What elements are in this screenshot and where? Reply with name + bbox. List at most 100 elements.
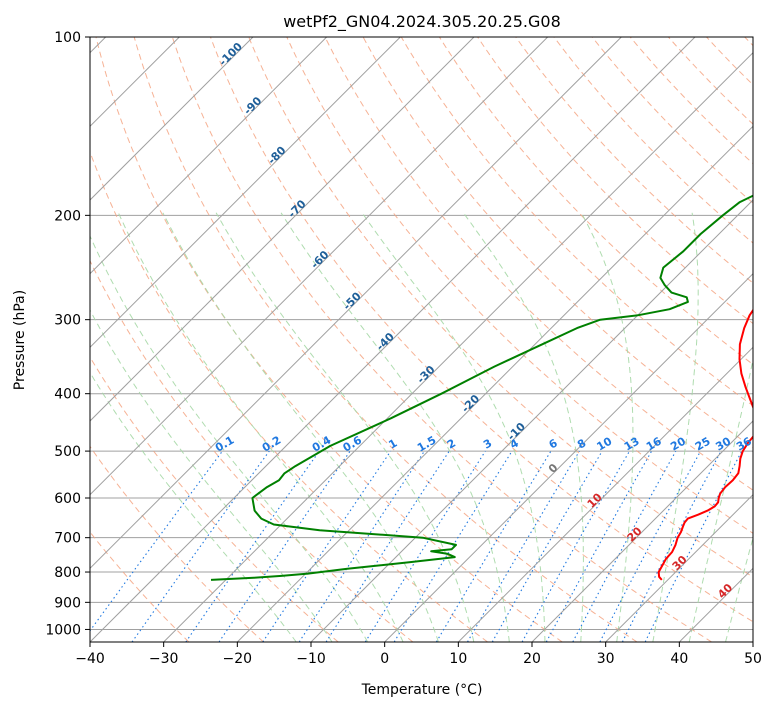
isotherm-line <box>605 493 753 642</box>
y-tick-label: 300 <box>54 313 81 329</box>
profile-series <box>210 194 753 581</box>
isotherm-line <box>531 420 753 642</box>
temperature-profile-line <box>657 308 753 581</box>
isotherm-line <box>310 199 753 642</box>
isotherm-line <box>90 37 475 422</box>
mixing-ratio-line <box>90 450 223 632</box>
y-axis-label: Pressure (hPa) <box>12 290 28 390</box>
moist-adiabat-line <box>280 212 510 642</box>
mixing-ratio-lines <box>90 450 743 642</box>
isotherm-line <box>678 567 753 642</box>
mixing-ratio-line <box>393 450 513 642</box>
x-tick-label: −10 <box>296 651 326 667</box>
x-tick-label: 0 <box>380 651 389 667</box>
mixing-ratio-line <box>325 450 450 642</box>
x-tick-label: −40 <box>75 651 105 667</box>
mixing-ratio-label: 2 <box>445 437 458 452</box>
dry-adiabat-line <box>171 37 712 642</box>
dry-adiabat-line <box>400 37 753 407</box>
grid-layer <box>90 37 753 630</box>
dry-adiabat-line <box>90 531 190 642</box>
line-labels: 0.1 0.2 0.4 0.6 1 1.5 2 3 4 6 8 10 13 16 20 25 30 36-100-… <box>213 40 754 601</box>
isotherm-line <box>752 641 753 642</box>
dry-adiabat-line <box>248 37 753 578</box>
plot-frame <box>89 36 754 643</box>
isotherm-line <box>90 37 622 570</box>
moist-adiabat-line <box>652 212 699 642</box>
x-tick-label: 20 <box>523 651 541 667</box>
x-tick-label: −30 <box>149 651 179 667</box>
dry-adiabat-line <box>133 37 638 642</box>
moist-adiabat-line <box>215 212 475 642</box>
isotherm-label: -80 <box>265 144 288 167</box>
plot-area <box>90 37 753 642</box>
y-tick-label: 400 <box>54 387 81 403</box>
mixing-ratio-label: 3 <box>481 437 494 452</box>
x-tick-label: 40 <box>670 651 688 667</box>
moist-adiabat-line <box>90 309 333 642</box>
dry-adiabat-line <box>90 150 488 642</box>
isotherm-label: -100 <box>216 40 245 69</box>
mixing-ratio-line <box>435 450 552 642</box>
y-tick-label: 200 <box>54 208 81 224</box>
mixing-ratio-line <box>545 450 653 642</box>
dry-adiabats <box>90 37 753 642</box>
isotherm-line <box>90 37 401 349</box>
y-tick-label: 900 <box>54 595 81 611</box>
isotherm-line <box>384 272 753 642</box>
dry-adiabat-line <box>90 259 414 642</box>
mixing-ratio-line <box>218 450 351 642</box>
isotherm-label: -70 <box>285 197 308 220</box>
isotherm-line <box>457 346 753 642</box>
mixing-ratio-line <box>131 450 270 642</box>
y-tick-label: 800 <box>54 565 81 581</box>
dry-adiabat-line <box>90 445 264 642</box>
dry-adiabat-line <box>210 37 753 623</box>
mixing-ratio-line <box>644 450 743 642</box>
isotherm-label: -20 <box>459 392 482 415</box>
mixing-ratio-line <box>298 450 425 642</box>
isotherm-label: -60 <box>308 248 331 271</box>
dry-adiabat-line <box>438 37 753 365</box>
moist-adiabat-line <box>162 212 439 642</box>
moist-adiabat-line <box>361 212 546 642</box>
moist-adiabat-line <box>90 234 369 642</box>
mixing-ratio-line <box>185 450 320 642</box>
mixing-ratio-line <box>467 450 580 642</box>
mixing-ratio-line <box>599 450 701 642</box>
mixing-ratio-line <box>262 450 392 642</box>
x-tick-label: 30 <box>597 651 615 667</box>
mixing-ratio-line <box>572 450 677 642</box>
isotherm-line <box>163 51 753 642</box>
mixing-ratio-line <box>491 450 603 642</box>
moist-adiabat-line <box>462 212 584 642</box>
x-axis-label: Temperature (°C) <box>361 682 483 698</box>
moist-adiabat-line <box>90 371 297 642</box>
mixing-ratio-line <box>364 450 486 642</box>
mixing-ratio-label: 1 <box>386 437 399 452</box>
mixing-ratio-label: 6 <box>547 436 560 451</box>
moist-adiabat-line <box>580 212 634 642</box>
axis-ticks: −40 −30 −20 −10 0 10 20 30 40 50 100 200 300 400 500 60… <box>45 30 762 667</box>
x-tick-label: −20 <box>223 651 253 667</box>
moist-adiabats <box>90 212 753 642</box>
dry-adiabat-line <box>324 37 753 491</box>
y-tick-label: 700 <box>54 531 81 547</box>
dry-adiabat-line <box>668 37 753 125</box>
dry-adiabat-line <box>629 37 753 165</box>
isotherm-line <box>90 37 696 642</box>
moist-adiabat-line <box>725 536 753 642</box>
chart-title: wetPf2_GN04.2024.305.20.25.G08 <box>283 12 561 32</box>
x-tick-label: 50 <box>744 651 762 667</box>
dry-adiabat-line <box>477 37 753 325</box>
y-tick-label: 500 <box>54 444 81 460</box>
dry-adiabat-line <box>90 356 339 642</box>
isotherms <box>90 37 753 642</box>
isotherm-label: -90 <box>241 94 264 117</box>
x-tick-label: 10 <box>449 651 467 667</box>
isotherm-line <box>90 37 254 201</box>
isotherm-label: -30 <box>414 363 437 386</box>
isotherm-line <box>90 37 328 275</box>
isotherm-label: 10 <box>585 490 605 510</box>
